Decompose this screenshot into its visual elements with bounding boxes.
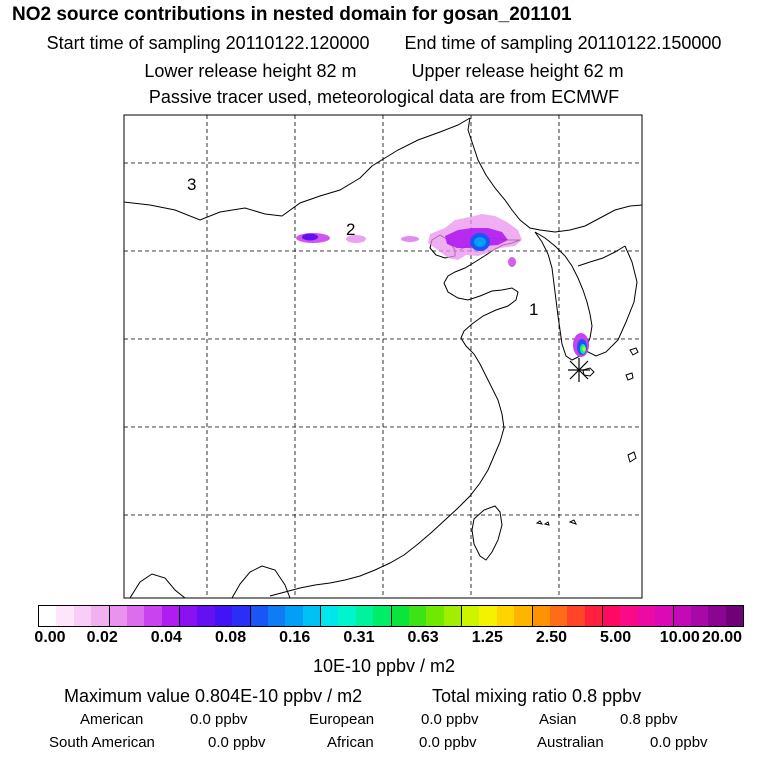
legend-tick-label: 0.00 xyxy=(34,629,66,646)
colorbar-segment xyxy=(250,606,268,626)
region-label-2: 2 xyxy=(346,220,355,239)
region-african-value: 0.0 ppbv xyxy=(419,734,477,751)
region-australian-value: 0.0 ppbv xyxy=(650,734,708,751)
region-american-value: 0.0 ppbv xyxy=(190,711,248,728)
legend-tick-label: 0.02 xyxy=(86,629,118,646)
colorbar-segment xyxy=(197,606,215,626)
region-asian-name: Asian xyxy=(539,711,577,728)
legend-units: 10E-10 ppbv / m2 xyxy=(312,656,456,676)
colorbar-segment xyxy=(373,606,392,626)
map-title: NO2 source contributions in nested domai… xyxy=(12,4,572,25)
release-heights: Lower release height 82 m Upper release … xyxy=(0,61,768,82)
legend-tick-label: 20.00 xyxy=(701,629,743,646)
region-australian-name: Australian xyxy=(537,734,604,751)
colorbar-segment xyxy=(214,606,233,626)
colorbar-segment xyxy=(549,606,568,626)
region-south-american-name: South American xyxy=(49,734,155,751)
colorbar-segment xyxy=(584,606,603,626)
colorbar-segment xyxy=(514,606,533,626)
map-panel: 1 2 3 xyxy=(123,114,643,599)
colorbar-segment xyxy=(285,606,303,626)
colorbar-segment xyxy=(126,606,145,626)
colorbar-segment xyxy=(180,606,198,626)
region-european-name: European xyxy=(309,711,375,728)
start-time: Start time of sampling 20110122.120000 xyxy=(46,33,370,53)
legend-tick-label: 0.08 xyxy=(214,629,247,646)
colorbar-segment xyxy=(109,606,127,626)
colorbar-segment xyxy=(637,606,656,626)
colorbar-segment xyxy=(408,606,427,626)
legend-tick-label: 10.00 xyxy=(659,629,700,646)
colorbar-segment xyxy=(56,606,74,626)
legend-tick-label: 0.63 xyxy=(407,629,439,646)
colorbar-segment xyxy=(161,606,180,626)
colorbar-segment xyxy=(655,606,674,626)
colorbar-segment xyxy=(673,606,691,626)
tracer-note: Passive tracer used, meteorological data… xyxy=(148,87,620,107)
colorbar-segment xyxy=(39,606,57,626)
colorbar-segment xyxy=(144,606,162,626)
max-value: Maximum value 0.804E-10 ppbv / m2 xyxy=(64,686,363,706)
legend-tick-label: 1.25 xyxy=(471,629,503,646)
colorbar-segment xyxy=(603,606,621,626)
region-label-3: 3 xyxy=(187,175,196,194)
legend-tick-label: 2.50 xyxy=(535,629,568,646)
colorbar-segment xyxy=(338,606,356,626)
colorbar-segment xyxy=(532,606,550,626)
colorbar-segment xyxy=(567,606,585,626)
region-african-name: African xyxy=(327,734,374,751)
colorbar-segment xyxy=(232,606,251,626)
colorbar-segment xyxy=(73,606,92,626)
legend-tick-label: 0.16 xyxy=(279,629,311,646)
legend-colorbar xyxy=(38,605,744,627)
colorbar-segment xyxy=(321,606,339,626)
sampling-times: Start time of sampling 20110122.120000 E… xyxy=(0,33,768,54)
region-european-value: 0.0 ppbv xyxy=(421,711,479,728)
colorbar-segment xyxy=(462,606,480,626)
colorbar-segment xyxy=(443,606,462,626)
colorbar-segment xyxy=(391,606,409,626)
region-asian-value: 0.8 ppbv xyxy=(620,711,678,728)
colorbar-segment xyxy=(91,606,110,626)
colorbar-segment xyxy=(620,606,638,626)
lower-release-height: Lower release height 82 m xyxy=(144,61,357,81)
no2-plume xyxy=(296,214,589,357)
receptor-marker xyxy=(568,358,590,382)
colorbar-segment xyxy=(267,606,286,626)
region-label-1: 1 xyxy=(529,300,538,319)
upper-release-height: Upper release height 62 m xyxy=(411,61,624,81)
colorbar-segment xyxy=(725,606,743,626)
colorbar-segment xyxy=(479,606,497,626)
legend-tick-label: 0.04 xyxy=(150,629,182,646)
region-south-american-value: 0.0 ppbv xyxy=(208,734,266,751)
lat-lon-grid xyxy=(124,115,642,598)
total-mixing-ratio: Total mixing ratio 0.8 ppbv xyxy=(432,686,642,706)
colorbar-segment xyxy=(355,606,374,626)
legend-tick-label: 0.31 xyxy=(343,629,375,646)
colorbar-segment xyxy=(690,606,709,626)
colorbar-segment xyxy=(426,606,444,626)
colorbar-segment xyxy=(708,606,726,626)
colorbar-segment xyxy=(496,606,515,626)
colorbar-segment xyxy=(302,606,321,626)
end-time: End time of sampling 20110122.150000 xyxy=(404,33,722,53)
legend-tick-label: 5.00 xyxy=(600,629,632,646)
region-american-name: American xyxy=(80,711,144,728)
